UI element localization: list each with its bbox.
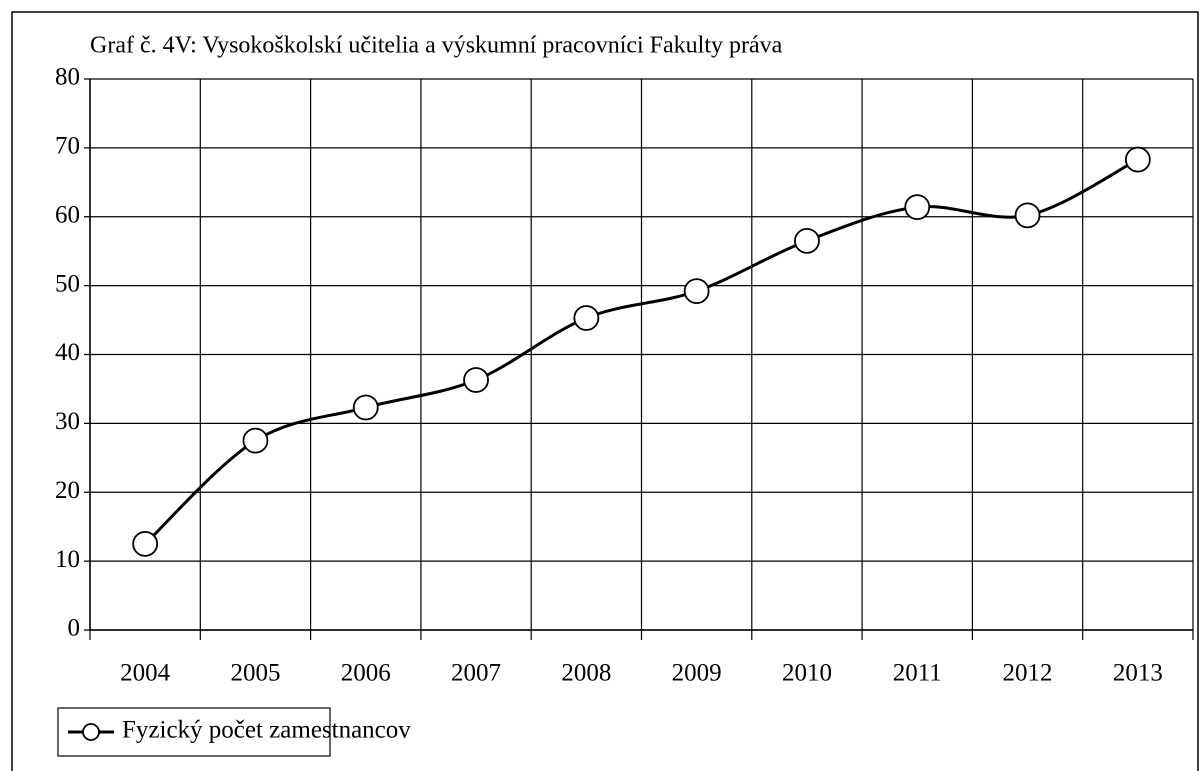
point-marker	[683, 278, 710, 305]
legend-label: Fyzický počet zamestnancov	[122, 717, 411, 744]
y-tick-label: 10	[55, 546, 80, 573]
x-tick-label: 2010	[782, 660, 832, 687]
x-tick-label: 2008	[561, 660, 611, 687]
legend-marker	[82, 723, 100, 741]
y-tick-label: 40	[55, 339, 80, 366]
chart-title: Graf č. 4V: Vysokoškolskí učitelia a výs…	[90, 33, 783, 59]
point-marker	[1014, 202, 1041, 229]
point-marker	[794, 227, 820, 254]
x-tick-label: 2005	[230, 660, 280, 687]
chart-frame	[11, 11, 1199, 771]
point-marker	[463, 367, 489, 393]
series-line	[144, 158, 1139, 546]
x-tick-label: 2009	[672, 660, 722, 687]
y-tick-label: 70	[55, 133, 80, 160]
point-marker	[352, 394, 379, 421]
point-marker	[242, 427, 269, 454]
x-tick-label: 2007	[451, 660, 501, 687]
x-tick-label: 2004	[120, 660, 171, 687]
y-tick-label: 50	[55, 270, 80, 297]
x-tick-label: 2012	[1003, 660, 1053, 687]
point-marker	[573, 305, 600, 331]
x-tick-label: 2013	[1113, 660, 1163, 687]
y-tick-label: 60	[55, 201, 80, 228]
y-tick-label: 20	[55, 477, 80, 504]
y-tick-label: 30	[55, 408, 80, 435]
point-marker	[1124, 146, 1151, 173]
x-tick-label: 2011	[893, 660, 942, 687]
point-marker	[132, 531, 159, 557]
y-tick-label: 0	[68, 615, 81, 642]
point-marker	[904, 194, 931, 221]
y-tick-label: 80	[55, 64, 80, 91]
x-tick-label: 2006	[341, 660, 391, 687]
